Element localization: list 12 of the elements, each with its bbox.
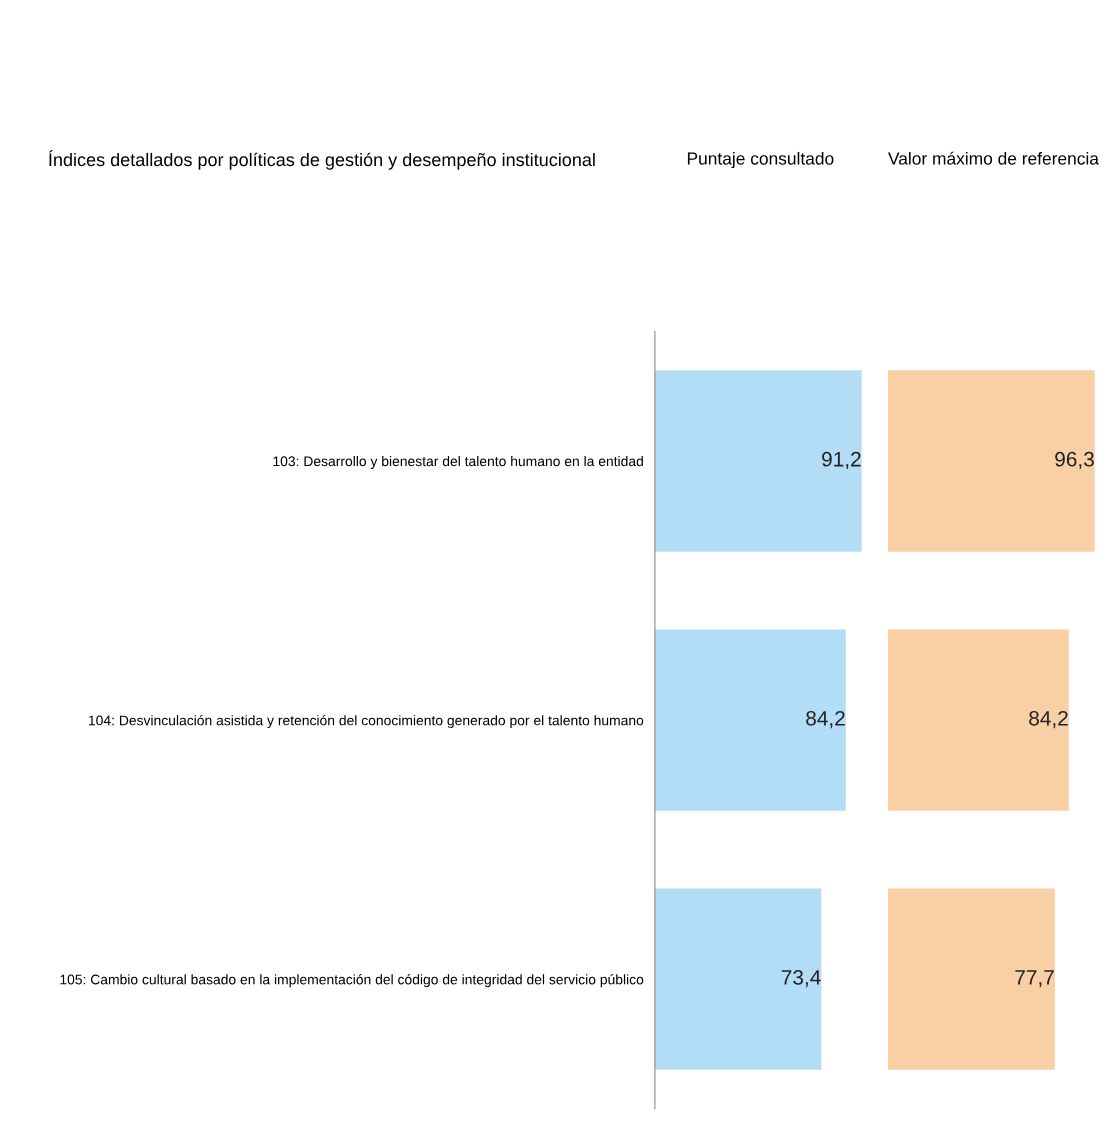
data-label: 96,3	[1055, 451, 1094, 470]
data-label: 84,2	[806, 710, 845, 729]
chart-title: Puntaje consultado	[687, 151, 834, 169]
chart-title: Valor máximo de referencia	[888, 151, 1099, 165]
data-label: 91,2	[822, 451, 861, 470]
data-label: 73,4	[781, 970, 821, 988]
y-tick-label: 105: Cambio cultural basado en la implementación del código de integridad del servicio público	[60, 974, 644, 988]
y-tick-label: 104: Desvinculación asistida y retención del conocimiento generado por el talento humano	[88, 714, 644, 729]
data-label: 77,7	[1015, 970, 1054, 988]
y-axis-title: Índices detallados por políticas de gestión y desempeño institucional	[49, 150, 595, 170]
y-tick-label: 103: Desarrollo y bienestar del talento humano en la entidad	[273, 455, 643, 469]
data-label: 84,2	[1029, 710, 1068, 729]
